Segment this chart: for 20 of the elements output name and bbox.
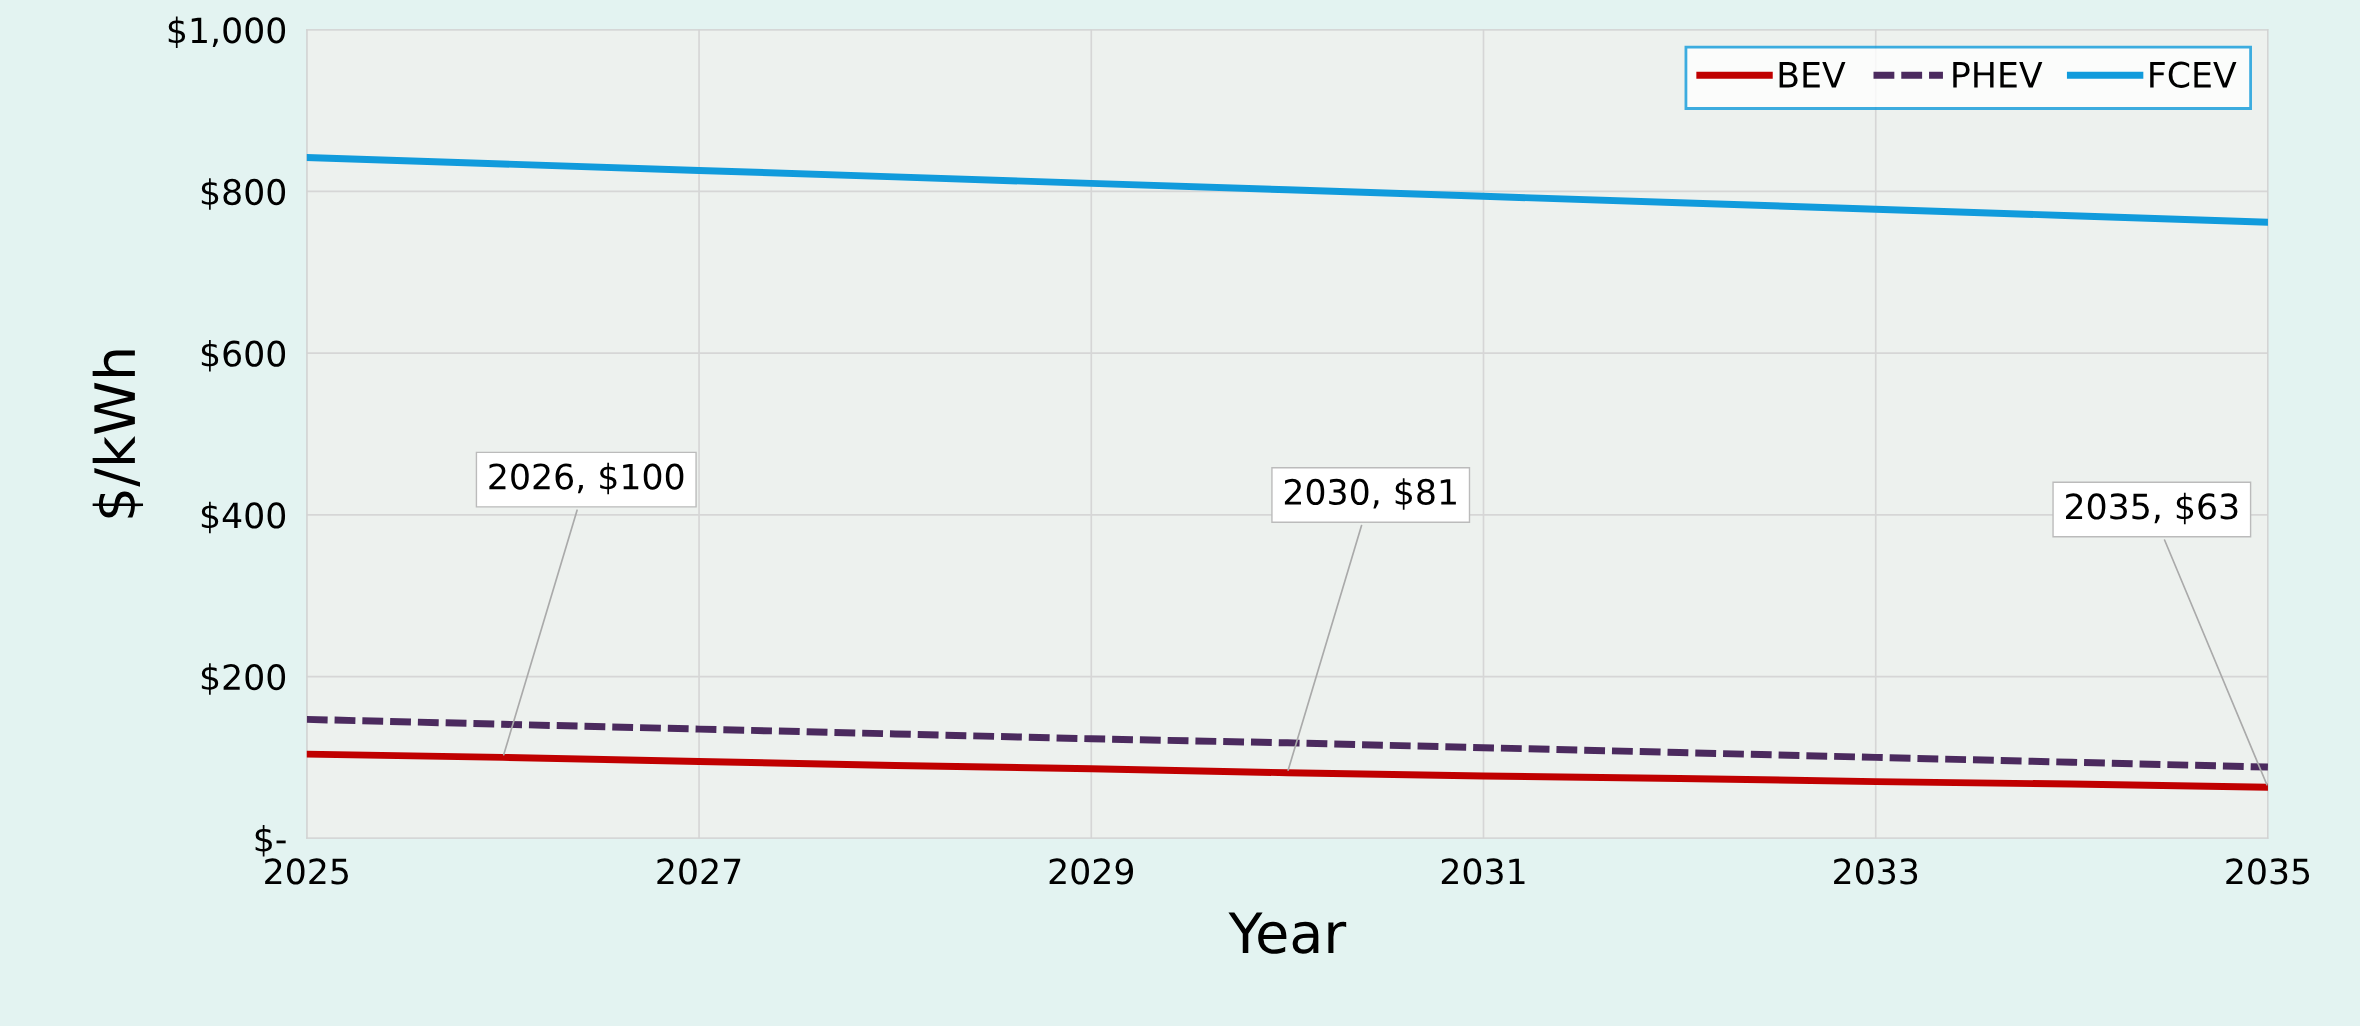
legend-label: PHEV [1953,62,2043,88]
annotation: 2026, $100 [489,462,684,495]
annotation: 2030, $81 [1284,478,1456,510]
x-tick-label: 2029 [1049,858,1133,885]
x-tick-label: 2035 [2226,858,2310,885]
annotation: 2035, $63 [2066,492,2238,525]
x-tick-label: 2025 [265,858,348,885]
y-tick-label: $400 [201,501,286,534]
x-tick-label: 2027 [657,858,741,885]
legend-label: BEV [1779,62,1846,88]
y-tick-label: $800 [201,178,286,210]
y-tick-label: $200 [201,663,286,695]
y-tick-label: $600 [201,339,286,372]
x-axis-title: Year [1228,912,1347,954]
y-tick-label: $- [255,825,286,857]
x-tick-label: 2033 [1834,858,1918,885]
y-tick-label: $1,000 [168,16,286,49]
y-axis-title: $/kWh [92,350,144,518]
x-tick-label: 2031 [1441,858,1525,885]
legend-label: FCEV [2150,61,2237,88]
